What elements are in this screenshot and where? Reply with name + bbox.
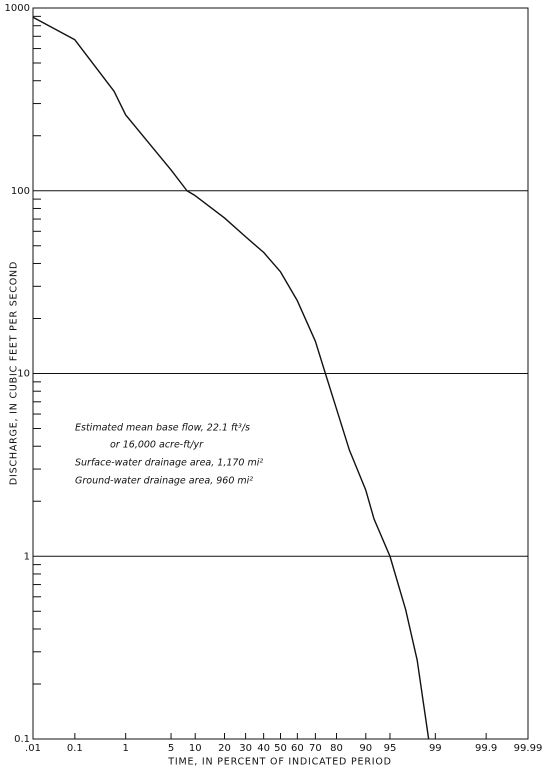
x-tick-label: 99.9 xyxy=(475,743,497,754)
x-tick-label: 99.99 xyxy=(514,743,543,754)
x-tick-label: 50 xyxy=(274,743,287,754)
x-tick-label: 5 xyxy=(168,743,174,754)
x-tick-label: 40 xyxy=(257,743,270,754)
y-axis-label: DISCHARGE, IN CUBIC FEET PER SECOND xyxy=(9,261,20,485)
annotation: Surface-water drainage area, 1,170 mi² xyxy=(75,458,263,469)
annotation: or 16,000 acre-ft/yr xyxy=(110,440,204,451)
x-tick-label: 60 xyxy=(291,743,304,754)
x-tick-label: 1 xyxy=(122,743,128,754)
x-tick-label: 10 xyxy=(189,743,202,754)
x-axis-label: TIME, IN PERCENT OF INDICATED PERIOD xyxy=(167,757,391,768)
x-tick-label: 90 xyxy=(359,743,372,754)
annotation: Ground-water drainage area, 960 mi² xyxy=(75,476,253,487)
x-tick-label: 0.1 xyxy=(67,743,83,754)
x-tick-label: 70 xyxy=(309,743,322,754)
x-tick-label: 99 xyxy=(429,743,442,754)
x-tick-label: 20 xyxy=(218,743,231,754)
y-tick-label: 1000 xyxy=(5,3,30,14)
y-tick-label: 0.1 xyxy=(14,734,30,745)
y-tick-label: 10 xyxy=(17,369,30,380)
x-tick-label: 80 xyxy=(330,743,343,754)
x-tick-label: 30 xyxy=(239,743,252,754)
x-tick-label: .01 xyxy=(25,743,41,754)
y-tick-label: 100 xyxy=(11,186,30,197)
x-tick-label: 95 xyxy=(384,743,397,754)
annotation: Estimated mean base flow, 22.1 ft³/s xyxy=(75,423,250,434)
flow-curve xyxy=(32,16,430,740)
y-tick-label: 1 xyxy=(24,551,30,562)
